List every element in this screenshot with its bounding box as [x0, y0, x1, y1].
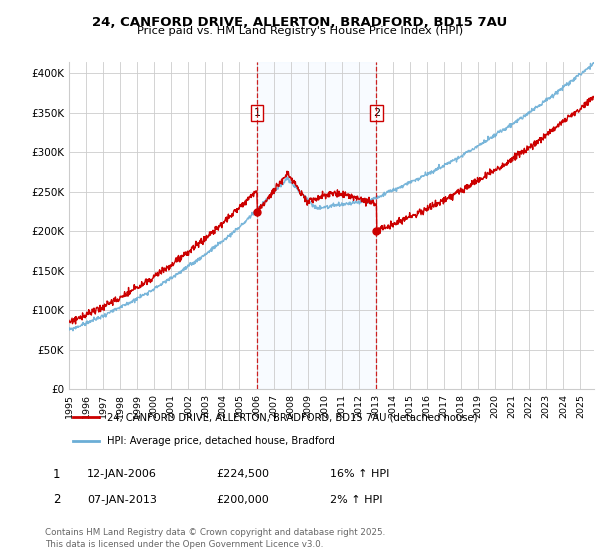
Text: 24, CANFORD DRIVE, ALLERTON, BRADFORD, BD15 7AU (detached house): 24, CANFORD DRIVE, ALLERTON, BRADFORD, B…: [107, 412, 478, 422]
Text: Contains HM Land Registry data © Crown copyright and database right 2025.
This d: Contains HM Land Registry data © Crown c…: [45, 528, 385, 549]
Text: 07-JAN-2013: 07-JAN-2013: [87, 494, 157, 505]
Text: HPI: Average price, detached house, Bradford: HPI: Average price, detached house, Brad…: [107, 436, 335, 446]
Text: 2: 2: [373, 108, 380, 118]
Text: £224,500: £224,500: [216, 469, 269, 479]
Text: 2% ↑ HPI: 2% ↑ HPI: [330, 494, 383, 505]
Text: 12-JAN-2006: 12-JAN-2006: [87, 469, 157, 479]
Text: 1: 1: [254, 108, 260, 118]
Text: 2: 2: [53, 493, 60, 506]
Text: 1: 1: [53, 468, 60, 481]
Text: £200,000: £200,000: [216, 494, 269, 505]
Bar: [257, 62, 376, 389]
Text: Price paid vs. HM Land Registry's House Price Index (HPI): Price paid vs. HM Land Registry's House …: [137, 26, 463, 36]
Text: 16% ↑ HPI: 16% ↑ HPI: [330, 469, 389, 479]
Text: 24, CANFORD DRIVE, ALLERTON, BRADFORD, BD15 7AU: 24, CANFORD DRIVE, ALLERTON, BRADFORD, B…: [92, 16, 508, 29]
Point: [253, 208, 262, 217]
Point: [371, 227, 381, 236]
